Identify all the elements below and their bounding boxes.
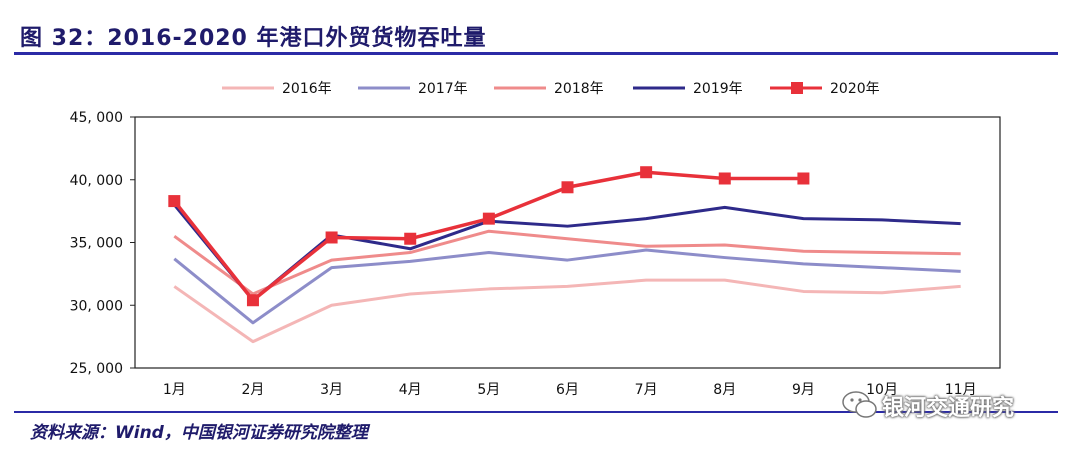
- x-tick-label: 6月: [556, 382, 579, 398]
- x-tick-label: 11月: [945, 382, 977, 398]
- x-tick-label: 9月: [792, 382, 815, 398]
- x-tick-label: 2月: [241, 382, 264, 398]
- watermark-text: 银河交通研究: [882, 396, 1015, 421]
- plot-frame: [134, 116, 1001, 369]
- series-line-2016年: [173, 278, 961, 344]
- x-tick-label: 7月: [635, 382, 658, 398]
- watermark: 银河交通研究: [838, 386, 1058, 421]
- x-tick-label: 10月: [866, 382, 898, 398]
- legend-label-2020年: 2020年: [830, 81, 880, 97]
- y-tick-label: 40, 000: [70, 173, 123, 189]
- legend-label-2018年: 2018年: [554, 81, 604, 97]
- x-tick-label: 3月: [320, 382, 343, 398]
- data-point-2020年: [325, 231, 338, 244]
- series-line-2018年: [173, 229, 961, 296]
- legend-label-2019年: 2019年: [693, 81, 743, 97]
- series-line-2017年: [173, 248, 961, 325]
- y-tick-label: 25, 000: [70, 361, 123, 377]
- wechat-icon: [842, 391, 877, 418]
- legend-marker-2020年: [791, 82, 803, 94]
- data-point-2020年: [561, 181, 574, 194]
- x-tick-label: 1月: [163, 382, 186, 398]
- data-point-2020年: [482, 212, 495, 225]
- data-point-2020年: [246, 294, 259, 307]
- x-tick-label: 4月: [399, 382, 422, 398]
- y-tick-label: 30, 000: [70, 298, 123, 314]
- data-point-2020年: [797, 172, 810, 185]
- legend-label-2017年: 2017年: [418, 81, 468, 97]
- footer-divider: [14, 411, 1058, 413]
- figure-title: 图 32：2016-2020 年港口外贸货物吞吐量: [20, 26, 487, 51]
- data-point-2020年: [168, 195, 181, 208]
- y-tick-label: 35, 000: [70, 236, 123, 252]
- legend-label-2016年: 2016年: [282, 81, 332, 97]
- x-tick-label: 5月: [477, 382, 500, 398]
- title-divider: [14, 52, 1058, 55]
- data-point-2020年: [718, 172, 731, 185]
- data-point-2020年: [404, 232, 417, 245]
- data-point-2020年: [640, 166, 653, 179]
- figure-title-bar: 图 32：2016-2020 年港口外贸货物吞吐量: [14, 14, 1066, 54]
- x-tick-label: 8月: [713, 382, 736, 398]
- y-tick-label: 45, 000: [70, 110, 123, 126]
- source-note: 资料来源：Wind，中国银河证券研究院整理: [30, 423, 368, 443]
